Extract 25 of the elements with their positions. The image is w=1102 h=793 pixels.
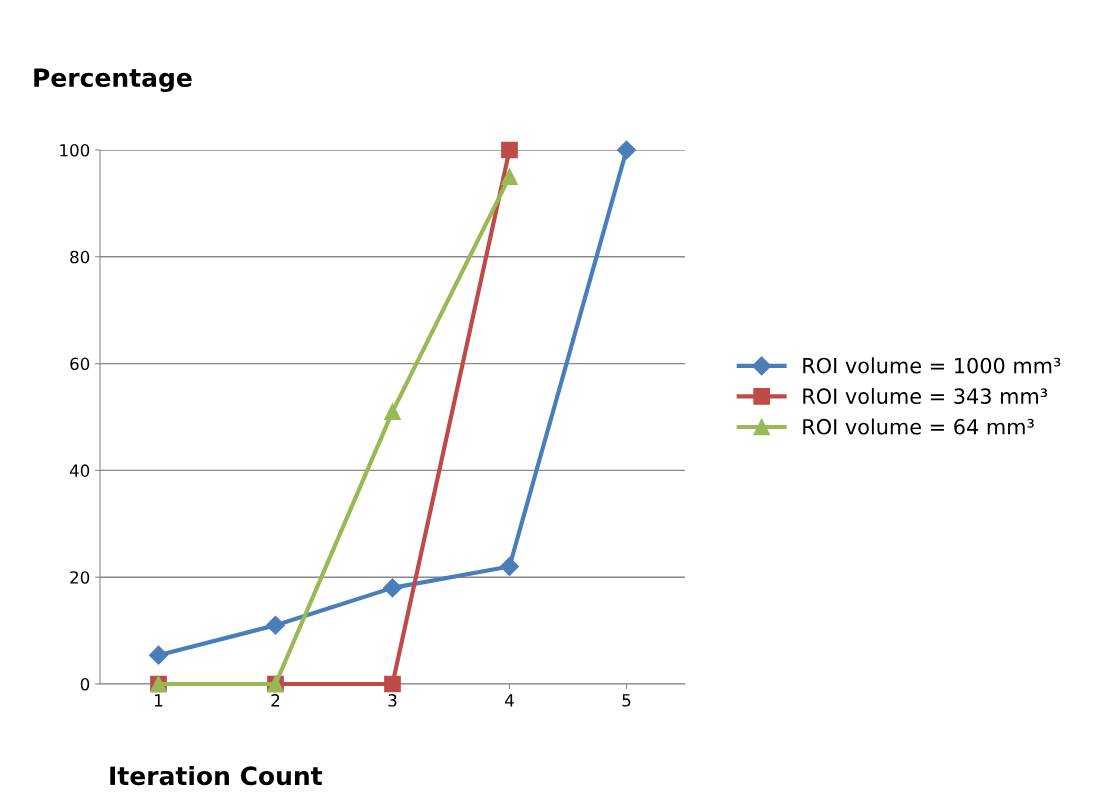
point	[384, 675, 401, 693]
point	[382, 578, 403, 598]
y-tick-label: 0	[80, 677, 90, 691]
x-tick-label: 4	[505, 694, 514, 707]
point	[148, 645, 169, 665]
y-tick-label: 60	[70, 357, 90, 371]
y-tick-label: 40	[69, 464, 90, 477]
x-tick-label: 1	[155, 694, 163, 707]
point	[265, 615, 286, 635]
y-tick-label: 20	[70, 571, 90, 584]
x-tick-label: 2	[271, 694, 280, 707]
point	[499, 556, 520, 577]
y-tick-label: 100	[60, 143, 90, 157]
legend-label: ROI volume = 64 mm³	[803, 418, 1034, 435]
point	[616, 140, 637, 160]
x-axis-title: Iteration Count	[110, 765, 323, 786]
legend-label: ROI volume = 343 mm³	[803, 387, 1048, 405]
x-tick-label: 3	[388, 694, 397, 707]
point	[384, 403, 401, 420]
point	[501, 168, 518, 186]
point	[501, 141, 518, 159]
y-tick-label: 80	[70, 250, 90, 264]
y-axis-title: Percentage	[34, 68, 192, 93]
x-tick-label: 5	[622, 694, 631, 707]
legend-label: ROI volume = 1000 mm³	[803, 357, 1061, 374]
